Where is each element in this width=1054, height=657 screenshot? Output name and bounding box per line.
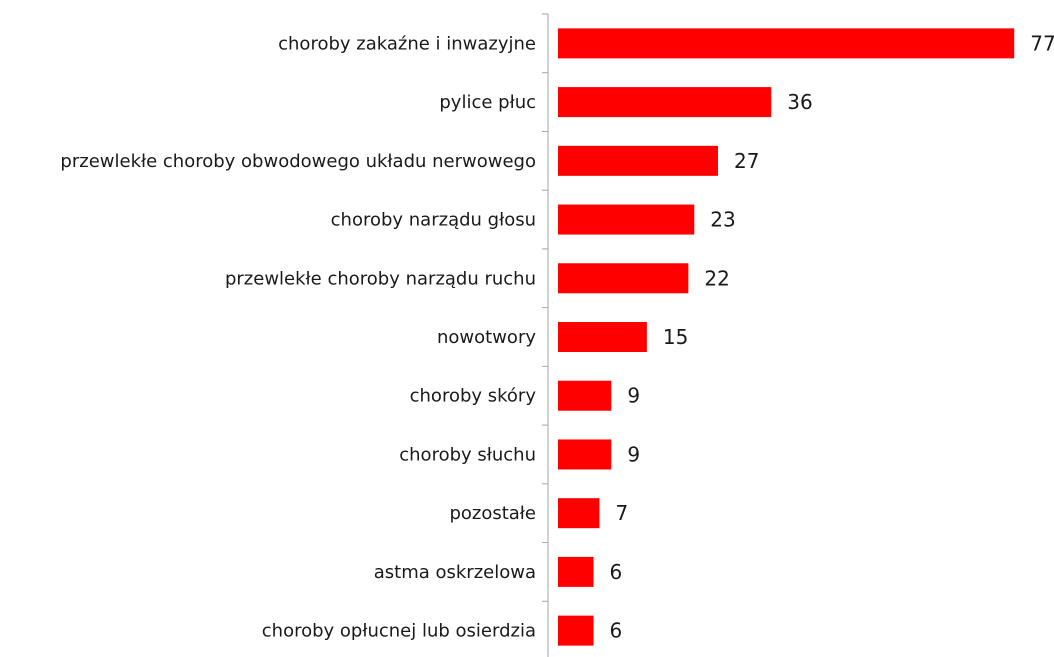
category-label: choroby narządu głosu <box>331 210 536 231</box>
bar <box>558 556 594 587</box>
bar <box>558 87 772 118</box>
data-label: 6 <box>610 560 623 584</box>
bar-layer <box>558 28 1015 646</box>
data-label: 9 <box>627 442 640 466</box>
category-label: pylice płuc <box>439 92 536 113</box>
category-label: astma oskrzelowa <box>374 562 536 583</box>
data-label: 6 <box>610 619 623 643</box>
category-label: choroby skóry <box>410 386 537 407</box>
category-label: choroby zakaźne i inwazyjne <box>278 33 536 54</box>
data-label: 77 <box>1030 31 1054 55</box>
axis-layer <box>542 13 549 657</box>
data-label: 36 <box>787 90 812 114</box>
bar <box>558 263 689 294</box>
bar <box>558 498 600 529</box>
category-label: choroby słuchu <box>399 444 536 465</box>
data-label: 7 <box>615 501 628 525</box>
bar <box>558 204 695 235</box>
category-label: nowotwory <box>437 327 536 348</box>
data-label: 9 <box>627 384 640 408</box>
bar <box>558 439 612 470</box>
data-label: 22 <box>704 266 729 290</box>
data-label: 15 <box>663 325 688 349</box>
category-label: choroby opłucnej lub osierdzia <box>262 621 536 642</box>
label-layer: choroby zakaźne i inwazyjne 77 pylice płuc… <box>60 31 1054 642</box>
data-label: 23 <box>710 208 735 232</box>
category-label: przewlekłe choroby narządu ruchu <box>225 268 536 289</box>
bar <box>558 145 718 176</box>
category-label: przewlekłe choroby obwodowego układu ner… <box>60 151 536 172</box>
bar <box>558 28 1015 59</box>
data-label: 27 <box>734 149 759 173</box>
category-label: pozostałe <box>449 503 536 524</box>
bar <box>558 615 594 646</box>
bar <box>558 322 647 352</box>
bar <box>558 380 612 411</box>
